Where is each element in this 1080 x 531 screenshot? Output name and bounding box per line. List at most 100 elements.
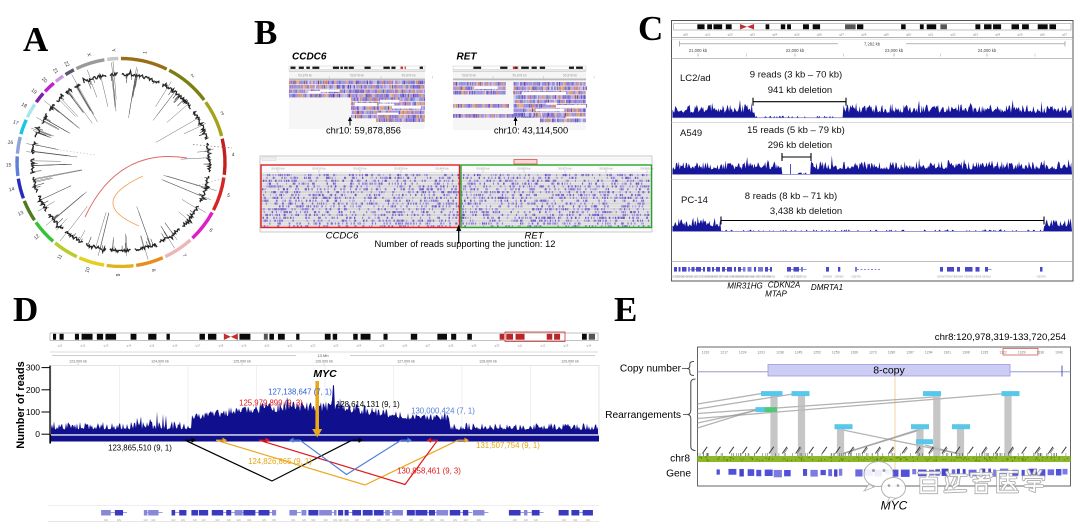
- svg-text:GEN33: GEN33: [708, 275, 718, 279]
- svg-text:q27: q27: [839, 33, 844, 37]
- svg-text:4: 4: [232, 152, 235, 158]
- svg-text:GEN91: GEN91: [766, 275, 776, 279]
- svg-text:GN: GN: [324, 518, 328, 522]
- svg-text:q29: q29: [884, 33, 889, 37]
- svg-text:1273: 1273: [869, 351, 877, 355]
- svg-text:GEN17: GEN17: [792, 275, 802, 279]
- svg-text:q28: q28: [449, 344, 454, 348]
- svg-text:A549: A549: [680, 128, 702, 139]
- svg-text:6: 6: [208, 227, 214, 234]
- svg-text:X: X: [85, 52, 92, 58]
- svg-text:13 Mb: 13 Mb: [317, 353, 329, 358]
- svg-text:GN: GN: [513, 518, 517, 522]
- svg-text:GEN68: GEN68: [745, 275, 755, 279]
- svg-text:GN: GN: [227, 518, 231, 522]
- svg-text:18: 18: [20, 102, 28, 110]
- svg-text:126,000 kb: 126,000 kb: [315, 360, 333, 364]
- svg-text:127,000 kb: 127,000 kb: [397, 360, 415, 364]
- svg-text:9: 9: [116, 273, 122, 276]
- svg-text:GN: GN: [262, 518, 266, 522]
- svg-text:GN: GN: [117, 518, 121, 522]
- svg-text:129,000 kb: 129,000 kb: [561, 360, 579, 364]
- svg-text:RET: RET: [457, 52, 478, 63]
- svg-text:8-copy: 8-copy: [873, 365, 905, 377]
- svg-text:GEN43: GEN43: [719, 275, 729, 279]
- svg-text:q24: q24: [357, 344, 362, 348]
- svg-text:1245: 1245: [795, 351, 803, 355]
- svg-text:MIR31HG: MIR31HG: [727, 282, 763, 291]
- svg-text:GN: GN: [193, 518, 197, 522]
- svg-text:q13: q13: [104, 344, 109, 348]
- svg-text:q22: q22: [311, 344, 316, 348]
- svg-text:59,810 kb: 59,810 kb: [312, 167, 326, 171]
- svg-text:1238: 1238: [776, 351, 784, 355]
- svg-text:GN: GN: [386, 518, 390, 522]
- svg-text:q26: q26: [1040, 33, 1045, 37]
- svg-text:q20: q20: [265, 344, 270, 348]
- svg-text:8: 8: [150, 268, 157, 273]
- svg-text:GN: GN: [453, 518, 457, 522]
- svg-text:128,000 kb: 128,000 kb: [479, 360, 497, 364]
- svg-text:1: 1: [142, 50, 149, 54]
- svg-text:1294: 1294: [925, 351, 933, 355]
- svg-text:59,890 kb: 59,890 kb: [640, 167, 654, 171]
- svg-text:q12: q12: [81, 344, 86, 348]
- svg-text:GEN17: GEN17: [694, 275, 704, 279]
- svg-text:GN: GN: [586, 518, 590, 522]
- svg-text:59,860 kb: 59,860 kb: [517, 167, 531, 171]
- svg-text:q25: q25: [380, 344, 385, 348]
- svg-text:14: 14: [8, 186, 15, 193]
- svg-text:GEN70: GEN70: [1037, 275, 1047, 279]
- svg-text:296 kb deletion: 296 kb deletion: [768, 140, 832, 151]
- svg-text:GN: GN: [477, 518, 481, 522]
- svg-text:1217: 1217: [720, 351, 728, 355]
- svg-text:GEN25: GEN25: [797, 275, 807, 279]
- svg-text:GEN48: GEN48: [725, 275, 735, 279]
- svg-text:GN: GN: [237, 518, 241, 522]
- svg-text:GEN59: GEN59: [735, 275, 745, 279]
- svg-text:59,840 kb: 59,840 kb: [435, 167, 449, 171]
- svg-text:GN: GN: [524, 518, 528, 522]
- svg-text:GN: GN: [464, 518, 468, 522]
- svg-text:q18: q18: [219, 344, 224, 348]
- svg-text:GN: GN: [355, 518, 359, 522]
- svg-text:q13: q13: [564, 344, 569, 348]
- svg-text:59,830 kb: 59,830 kb: [394, 167, 408, 171]
- svg-text:GN: GN: [366, 518, 370, 522]
- svg-text:59,878 kb: 59,878 kb: [563, 73, 577, 77]
- svg-text:7: 7: [181, 253, 188, 259]
- svg-text:15 reads (5 kb – 79 kb): 15 reads (5 kb – 79 kb): [747, 125, 845, 136]
- svg-text:q30: q30: [495, 344, 500, 348]
- svg-text:q29: q29: [472, 344, 477, 348]
- svg-text:GN: GN: [419, 518, 423, 522]
- svg-text:CCDC6: CCDC6: [326, 231, 359, 242]
- svg-text:1280: 1280: [888, 351, 896, 355]
- svg-text:GN: GN: [151, 518, 155, 522]
- svg-text:GEN92: GEN92: [671, 275, 681, 279]
- svg-text:GN: GN: [377, 518, 381, 522]
- svg-text:0: 0: [35, 429, 40, 439]
- svg-text:GEN9: GEN9: [685, 275, 693, 279]
- svg-text:GN: GN: [171, 518, 175, 522]
- svg-text:GEN11: GEN11: [785, 275, 794, 279]
- svg-text:2: 2: [190, 73, 197, 79]
- svg-text:941 kb deletion: 941 kb deletion: [768, 85, 832, 96]
- svg-text:GEN12: GEN12: [688, 275, 698, 279]
- svg-text:GN: GN: [333, 518, 337, 522]
- svg-text:Number of reads supporting the: Number of reads supporting the junction:…: [375, 239, 556, 249]
- svg-text:200: 200: [26, 385, 40, 395]
- svg-text:1224: 1224: [739, 351, 747, 355]
- svg-text:GEN28: GEN28: [704, 275, 714, 279]
- svg-text:GEN15: GEN15: [982, 275, 992, 279]
- svg-text:22,000 kb: 22,000 kb: [786, 48, 805, 53]
- svg-text:q26: q26: [403, 344, 408, 348]
- svg-text:GEN92: GEN92: [964, 275, 974, 279]
- svg-text:59,878 kb: 59,878 kb: [298, 73, 312, 77]
- svg-text:GEN79: GEN79: [851, 275, 861, 279]
- svg-text:GN: GN: [345, 518, 349, 522]
- svg-text:CCDC6: CCDC6: [292, 52, 327, 63]
- svg-text:q21: q21: [928, 33, 933, 37]
- svg-text:59,820 kb: 59,820 kb: [353, 167, 367, 171]
- svg-text:131,507,754 (9, 1): 131,507,754 (9, 1): [476, 441, 540, 450]
- svg-text:chr8:120,978,319-133,720,254: chr8:120,978,319-133,720,254: [935, 332, 1067, 343]
